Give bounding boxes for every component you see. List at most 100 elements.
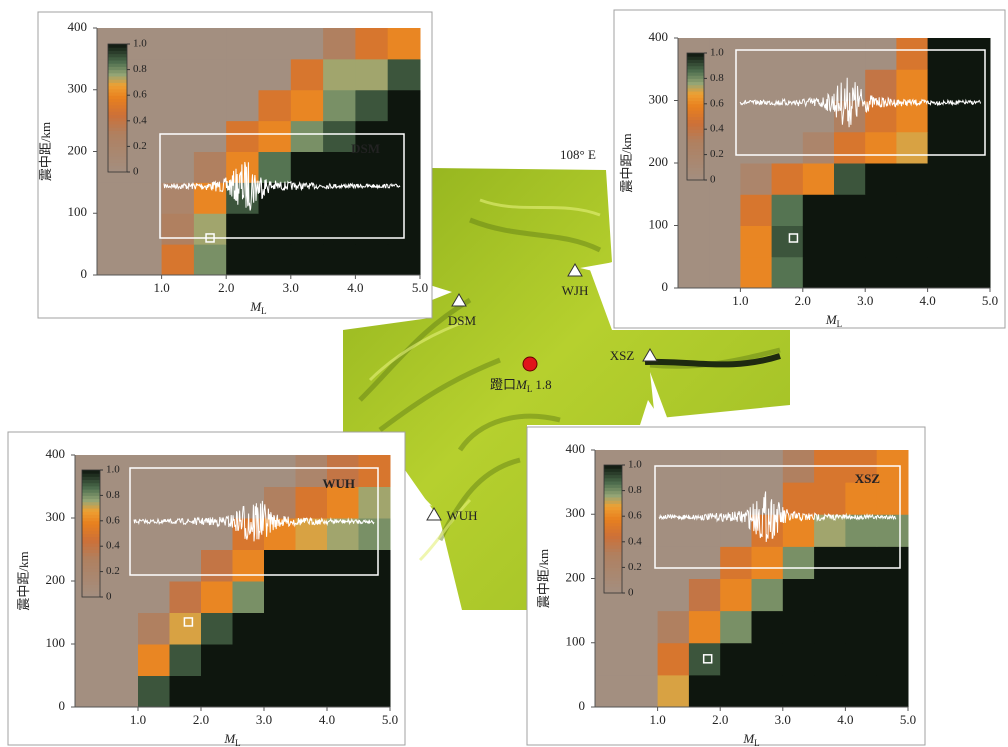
- heat-cell: [170, 455, 202, 487]
- heat-cell: [865, 226, 897, 258]
- colorbar-step: [108, 159, 127, 163]
- colorbar-step: [108, 153, 127, 157]
- heat-cell: [959, 163, 991, 195]
- heat-cell: [162, 121, 195, 152]
- figure: 108° E DSM WJH XSZ WUH 蹬口ML1.8 1.02.03.0…: [0, 0, 1008, 747]
- heat-cell: [740, 69, 772, 101]
- colorbar-step: [604, 529, 622, 533]
- colorbar-step: [108, 111, 127, 115]
- colorbar-step: [82, 565, 100, 569]
- colorbar-step: [687, 78, 704, 82]
- colorbar-step: [687, 101, 704, 105]
- heat-cell: [264, 550, 296, 582]
- heat-cell: [259, 121, 292, 152]
- y-axis-label: 震中距/km: [619, 133, 634, 192]
- colorbar-step: [108, 130, 127, 134]
- heat-cell: [162, 213, 195, 244]
- colorbar-step: [82, 581, 100, 585]
- heat-cell: [359, 518, 391, 550]
- heat-cell: [877, 675, 909, 708]
- heat-cell: [803, 132, 835, 164]
- colorbar-step: [82, 514, 100, 518]
- x-axis-label-sub: L: [754, 738, 760, 747]
- heat-cell: [752, 579, 784, 612]
- colorbar-step: [604, 494, 622, 498]
- heat-cell: [359, 613, 391, 645]
- longitude-label: 108° E: [560, 147, 596, 162]
- colorbar-step: [108, 70, 127, 74]
- heat-cell: [834, 194, 866, 226]
- y-tick-label: 100: [566, 634, 586, 649]
- colorbar-step: [604, 491, 622, 495]
- heat-cell: [803, 226, 835, 258]
- colorbar-step: [604, 478, 622, 482]
- colorbar-step: [82, 562, 100, 566]
- heat-cell: [233, 676, 265, 708]
- colorbar-step: [687, 120, 704, 124]
- heat-cell: [75, 676, 107, 708]
- heat-cell: [865, 194, 897, 226]
- y-tick-label: 400: [68, 19, 88, 34]
- heat-cell: [264, 613, 296, 645]
- event-magnitude: 1.8: [535, 377, 551, 392]
- colorbar-step: [604, 503, 622, 507]
- heat-cell: [959, 226, 991, 258]
- colorbar-step: [108, 114, 127, 118]
- x-tick-label: 2.0: [218, 280, 234, 295]
- colorbar-step: [82, 486, 100, 490]
- colorbar-step: [82, 568, 100, 572]
- colorbar-step: [687, 129, 704, 133]
- y-tick-label: 400: [46, 446, 66, 461]
- colorbar-step: [82, 534, 100, 538]
- heat-cell: [259, 244, 292, 275]
- colorbar-step: [108, 66, 127, 70]
- colorbar-step: [82, 470, 100, 474]
- colorbar-step: [604, 507, 622, 511]
- colorbar-step: [82, 537, 100, 541]
- colorbar-tick-label: 1.0: [710, 47, 724, 59]
- heat-cell: [296, 613, 328, 645]
- heat-cell: [803, 194, 835, 226]
- heat-cell: [296, 487, 328, 519]
- y-tick-label: 0: [59, 698, 66, 713]
- heat-cell: [595, 611, 627, 644]
- heat-cell: [740, 132, 772, 164]
- heat-cell: [138, 487, 170, 519]
- heat-cell: [845, 579, 877, 612]
- heat-cell: [264, 676, 296, 708]
- colorbar-tick-label: 0.4: [710, 123, 724, 135]
- colorbar-step: [687, 117, 704, 121]
- heat-cell: [772, 38, 804, 70]
- heat-cell: [740, 257, 772, 289]
- heat-cell: [783, 643, 815, 676]
- heat-cell: [327, 550, 359, 582]
- heat-cell: [877, 482, 909, 515]
- heat-cell: [720, 579, 752, 612]
- colorbar-step: [604, 539, 622, 543]
- heat-cell: [814, 611, 846, 644]
- heat-cell: [877, 611, 909, 644]
- colorbar-step: [82, 508, 100, 512]
- heat-cell: [720, 643, 752, 676]
- heat-cell: [783, 546, 815, 579]
- colorbar-step: [108, 73, 127, 77]
- heat-cell: [194, 213, 227, 244]
- heat-cell: [709, 226, 741, 258]
- heat-cell: [170, 644, 202, 676]
- heat-cell: [327, 581, 359, 613]
- heat-cell: [896, 163, 928, 195]
- colorbar-step: [82, 521, 100, 525]
- heat-cell: [803, 38, 835, 70]
- colorbar-step: [687, 82, 704, 86]
- colorbar-step: [687, 91, 704, 95]
- event-label: 蹬口ML1.8: [490, 377, 552, 394]
- heat-cell: [359, 550, 391, 582]
- panel: 1.02.03.04.05.00100200300400震中距/kmML00.2…: [8, 432, 405, 747]
- heat-cell: [803, 257, 835, 289]
- colorbar-step: [82, 546, 100, 550]
- colorbar-tick-label: 0: [133, 166, 139, 178]
- heat-cell: [327, 613, 359, 645]
- heat-cell: [97, 244, 130, 275]
- colorbar-step: [687, 174, 704, 178]
